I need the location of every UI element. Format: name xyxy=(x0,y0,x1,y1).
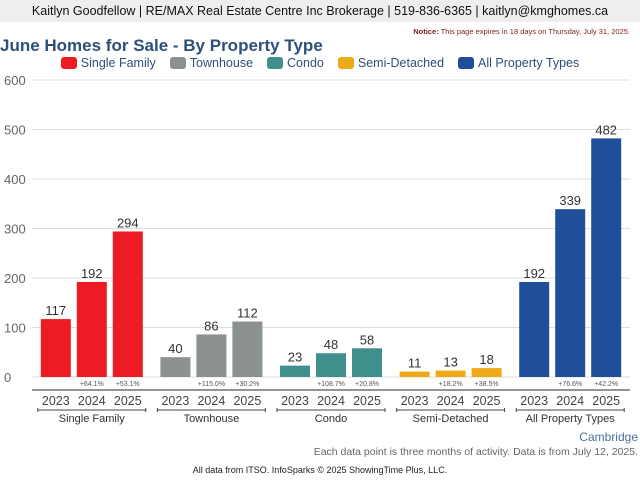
data-source: All data from ITSO. InfoSparks © 2025 Sh… xyxy=(192,465,448,475)
x-tick-label: 2023 xyxy=(161,394,189,408)
x-tick-label: 2024 xyxy=(78,394,106,408)
bar-value-label: 117 xyxy=(45,303,66,318)
x-tick-label: 2023 xyxy=(281,394,309,408)
change-label: +53.1% xyxy=(116,381,140,388)
change-label: +115.0% xyxy=(198,381,225,388)
bar-value-label: 58 xyxy=(360,332,374,347)
data-footnote: Each data point is three months of activ… xyxy=(313,446,638,458)
bar xyxy=(399,371,430,377)
bar-value-label: 13 xyxy=(443,355,457,370)
legend-swatch xyxy=(60,57,77,69)
bar-value-label: 482 xyxy=(595,122,617,137)
bar xyxy=(591,138,622,377)
change-label: +42.2% xyxy=(594,381,618,388)
bar-value-label: 40 xyxy=(168,341,182,356)
bar xyxy=(112,231,143,377)
change-label: +76.6% xyxy=(558,381,582,388)
y-tick-label: 200 xyxy=(4,271,26,286)
change-label: +30.2% xyxy=(235,381,259,388)
change-label: +18.2% xyxy=(439,381,463,388)
legend-label: All Property Types xyxy=(478,56,580,70)
legend-item[interactable]: All Property Types xyxy=(458,56,579,70)
bar-value-label: 192 xyxy=(81,266,103,281)
x-tick-label: 2024 xyxy=(197,394,225,408)
bar-value-label: 192 xyxy=(523,266,545,281)
y-tick-label: 100 xyxy=(4,321,26,336)
legend-swatch xyxy=(458,57,475,69)
x-tick-label: 2025 xyxy=(473,394,501,408)
bar-value-label: 11 xyxy=(408,356,422,371)
legend-swatch xyxy=(337,57,354,69)
bar-value-label: 339 xyxy=(559,193,581,208)
notice-label: Notice: xyxy=(413,27,439,36)
market-name: Cambridge xyxy=(579,430,638,444)
change-label: +64.1% xyxy=(80,381,104,388)
y-tick-label: 0 xyxy=(4,370,11,385)
group-label: Condo xyxy=(315,413,347,425)
bar-value-label: 48 xyxy=(324,337,338,352)
x-tick-label: 2024 xyxy=(317,394,345,408)
x-tick-label: 2025 xyxy=(114,394,142,408)
legend-label: Townhouse xyxy=(189,56,254,70)
group-label: Single Family xyxy=(59,413,126,425)
group-label: Townhouse xyxy=(184,413,240,425)
legend-swatch xyxy=(267,57,284,69)
legend-item[interactable]: Semi-Detached xyxy=(337,56,445,70)
bar xyxy=(316,353,346,377)
bar xyxy=(555,209,586,377)
bar-value-label: 18 xyxy=(479,352,493,367)
bar-value-label: 23 xyxy=(288,350,302,365)
change-label: +20.8% xyxy=(355,381,379,388)
y-tick-label: 300 xyxy=(4,222,26,237)
legend-item[interactable]: Townhouse xyxy=(169,56,254,70)
bar xyxy=(435,370,466,377)
x-tick-label: 2025 xyxy=(592,394,620,408)
bar xyxy=(196,334,227,377)
legend-label: Semi-Detached xyxy=(357,56,445,70)
bar xyxy=(40,319,71,377)
y-tick-label: 400 xyxy=(4,172,26,187)
x-tick-label: 2023 xyxy=(401,394,429,408)
y-tick-label: 600 xyxy=(4,73,26,88)
bar-value-label: 112 xyxy=(237,306,258,321)
group-label: All Property Types xyxy=(526,413,616,425)
change-label: +108.7% xyxy=(317,381,345,388)
y-tick-label: 500 xyxy=(4,123,26,138)
group-label: Semi-Detached xyxy=(413,413,489,425)
legend-label: Single Family xyxy=(80,56,156,70)
bar xyxy=(280,365,310,377)
legend-label: Condo xyxy=(287,56,324,70)
x-tick-label: 2023 xyxy=(42,394,70,408)
x-tick-label: 2023 xyxy=(520,394,548,408)
bar xyxy=(519,281,550,377)
bar-value-label: 86 xyxy=(204,318,218,333)
x-tick-label: 2025 xyxy=(233,394,261,408)
bar xyxy=(76,281,107,377)
bar xyxy=(352,348,382,377)
bar xyxy=(160,357,191,377)
x-tick-label: 2024 xyxy=(556,394,584,408)
legend: Single Family Townhouse Condo Semi-Detached… xyxy=(0,56,640,70)
expiry-notice: Notice: This page expires in 18 days on … xyxy=(413,27,630,36)
x-tick-label: 2024 xyxy=(437,394,465,408)
notice-text: This page expires in 18 days on Thursday… xyxy=(440,27,630,36)
x-tick-label: 2025 xyxy=(353,394,381,408)
bar xyxy=(471,368,502,377)
bar xyxy=(232,321,263,377)
bar-value-label: 294 xyxy=(117,215,139,230)
legend-swatch xyxy=(169,57,186,69)
legend-item[interactable]: Condo xyxy=(267,56,324,70)
change-label: +38.5% xyxy=(475,381,499,388)
contact-bar: Kaitlyn Goodfellow | RE/MAX Real Estate … xyxy=(0,0,640,22)
legend-item[interactable]: Single Family xyxy=(60,56,156,70)
chart-title: June Homes for Sale - By Property Type xyxy=(0,36,323,55)
